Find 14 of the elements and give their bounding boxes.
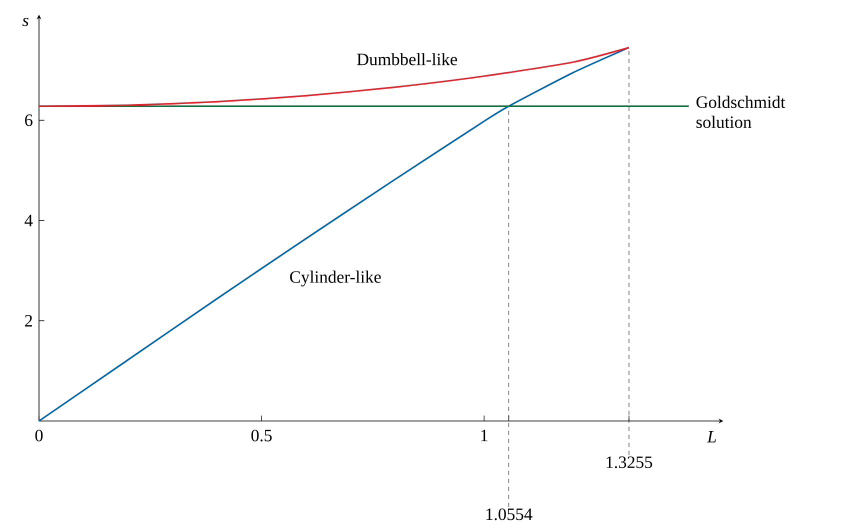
- x-tick-label: 1: [481, 430, 488, 442]
- line-series: [38, 46, 630, 108]
- ref-line-label: 1.3255: [606, 456, 652, 468]
- y-tick-label: 2: [25, 314, 32, 326]
- x-tick-label: 0.5: [251, 430, 272, 442]
- series-label: Goldschmidt solution: [696, 96, 786, 128]
- y-tick-label: 4: [24, 214, 33, 226]
- series-label: Dumbbell-like: [357, 53, 458, 66]
- y-tick-label: 6: [25, 114, 32, 126]
- series-label: Cylinder-like: [290, 270, 381, 286]
- x-tick-label: 0: [35, 430, 43, 442]
- x-axis-title: L: [706, 431, 716, 442]
- y-axis-title: s: [22, 18, 28, 26]
- ref-line-label: 1.0554: [486, 508, 532, 520]
